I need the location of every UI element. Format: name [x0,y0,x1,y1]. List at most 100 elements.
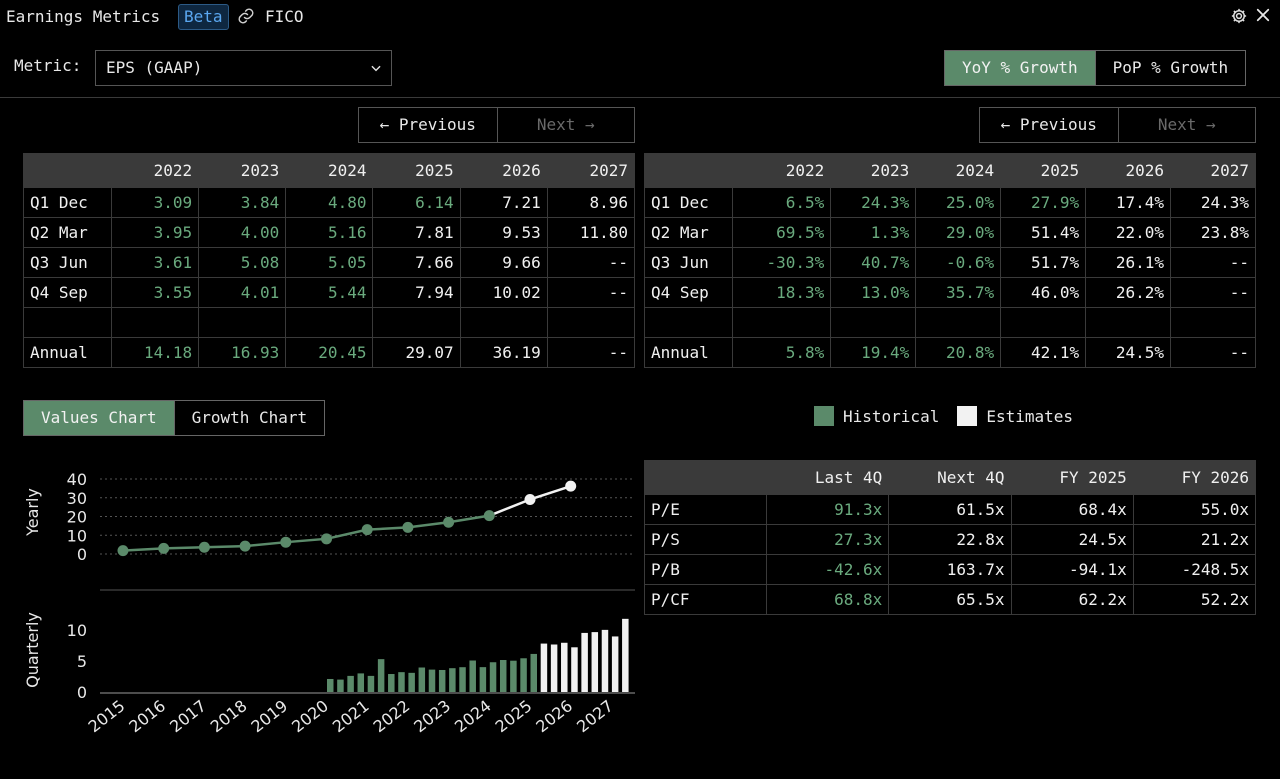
table-cell: 7.66 [372,247,461,278]
table-cell: 21.2x [1132,524,1257,555]
row-label: Q4 Sep [23,277,112,308]
table-cell [830,307,917,338]
link-icon[interactable] [237,7,255,25]
table-cell [1000,307,1087,338]
quarterly-x-tick-label: 2023 [410,696,454,736]
table-cell: 3.95 [110,217,200,248]
quarterly-bar [499,660,507,692]
table-cell: 29.0% [915,217,1002,248]
values-header-cell: 2022 [110,153,200,188]
quarterly-bar [418,667,426,692]
table-cell: 7.81 [372,217,461,248]
quarterly-bar [611,636,619,692]
table-cell: 55.0x [1132,494,1257,525]
yearly-line-segment [204,544,246,549]
metric-select[interactable]: EPS (GAAP) [95,50,392,86]
yearly-line-segment [244,540,286,548]
yearly-line-segment [367,526,408,531]
quarterly-tick-label: 5 [77,652,87,671]
growth-previous-button[interactable]: ← Previous [1000,115,1097,134]
values-pagination: ← Previous Next → [358,107,635,143]
legend-historical: Historical [843,406,940,426]
quarterly-bar [438,669,446,692]
values-next-button[interactable]: Next → [496,108,635,142]
yoy-growth-button[interactable]: YoY % Growth [945,51,1095,85]
table-cell: 17.4% [1085,187,1172,218]
valuation-header-cell: Next 4Q [888,460,1012,495]
table-cell: 3.84 [198,187,287,218]
values-header-cell [23,153,112,188]
table-cell: -- [1170,277,1256,308]
values-header-cell: 2025 [372,153,461,188]
growth-header-cell: 2025 [1000,153,1087,188]
table-cell: 23.8% [1170,217,1256,248]
chart-legend: Historical Estimates [814,406,1073,426]
quarterly-axis-label: Quarterly [23,612,42,688]
values-header-cell: 2027 [546,153,636,188]
growth-header-cell: 2024 [915,153,1002,188]
table-row: Annual 14.18 16.93 20.45 29.07 36.19 -- [23,337,636,368]
growth-next-button[interactable]: Next → [1117,108,1256,142]
quarterly-bar [479,667,487,692]
table-row [644,307,1256,338]
yearly-line-segment [448,514,490,524]
table-cell: 36.19 [459,337,548,368]
table-cell: 16.93 [198,337,287,368]
table-row: P/CF 68.8x 65.5x 62.2x 52.2x [644,584,1257,615]
close-icon[interactable] [1254,6,1272,24]
quarterly-x-tick-label: 2025 [492,696,536,736]
yearly-point [321,533,332,545]
table-cell: 3.61 [110,247,200,278]
valuation-table: Last 4Q Next 4Q FY 2025 FY 2026 P/E 91.3x 61.… [644,460,1257,615]
legend-estimates: Estimates [986,406,1074,426]
tab-growth-chart[interactable]: Growth Chart [173,401,325,435]
gear-icon[interactable] [1230,7,1248,25]
eps-values-chart: 010203040Yearly0510Quarterly201520162017… [23,470,635,736]
table-cell [731,307,832,338]
yearly-point [198,541,210,553]
table-cell: -42.6x [765,554,890,585]
table-row: Q3 Jun -30.3% 40.7% -0.6% 51.7% 26.1% -- [644,247,1256,278]
values-header-cell: 2023 [198,153,287,188]
table-cell [1085,307,1172,338]
row-label: Q3 Jun [23,247,112,278]
quarterly-bar [459,667,466,692]
yearly-point [483,510,495,522]
yearly-point [565,480,577,492]
row-label: P/B [644,554,767,585]
quarterly-bar [449,668,456,692]
growth-pagination: ← Previous Next → [979,107,1256,143]
growth-header-cell: 2022 [731,153,832,188]
pop-growth-button[interactable]: PoP % Growth [1094,51,1246,85]
row-label: Q4 Sep [644,277,733,308]
valuation-header-cell: FY 2026 [1132,460,1257,495]
row-label: Q2 Mar [23,217,112,248]
table-cell: 3.55 [110,277,200,308]
table-cell [198,307,287,338]
growth-header-cell: 2023 [830,153,917,188]
table-row: Q4 Sep 3.55 4.01 5.44 7.94 10.02 -- [23,277,636,308]
tab-values-chart[interactable]: Values Chart [24,401,174,435]
table-row: Q4 Sep 18.3% 13.0% 35.7% 46.0% 26.2% -- [644,277,1256,308]
yearly-axis-label: Yearly [23,488,42,537]
yearly-point [158,542,170,554]
table-cell: 18.3% [731,277,832,308]
table-cell: -0.6% [915,247,1002,278]
values-previous-button[interactable]: ← Previous [379,115,476,134]
yearly-point [402,521,414,533]
table-cell: 27.9% [1000,187,1087,218]
quarterly-bar [337,679,344,692]
quarterly-x-tick-label: 2017 [166,696,210,736]
table-cell: 20.8% [915,337,1002,368]
yearly-tick-label: 20 [67,508,87,527]
table-cell: 91.3x [765,494,890,525]
eps-growth-table: 2022 2023 2024 2025 2026 2027 Q1 Dec 6.5% 24.3%… [644,153,1256,368]
table-cell: 5.08 [198,247,287,278]
table-cell: 11.80 [546,217,636,248]
historical-swatch [814,406,834,426]
table-cell: 5.05 [285,247,374,278]
table-cell: 4.00 [198,217,287,248]
table-cell: 4.80 [285,187,374,218]
table-cell: -- [546,277,636,308]
table-cell: -- [1170,337,1256,368]
